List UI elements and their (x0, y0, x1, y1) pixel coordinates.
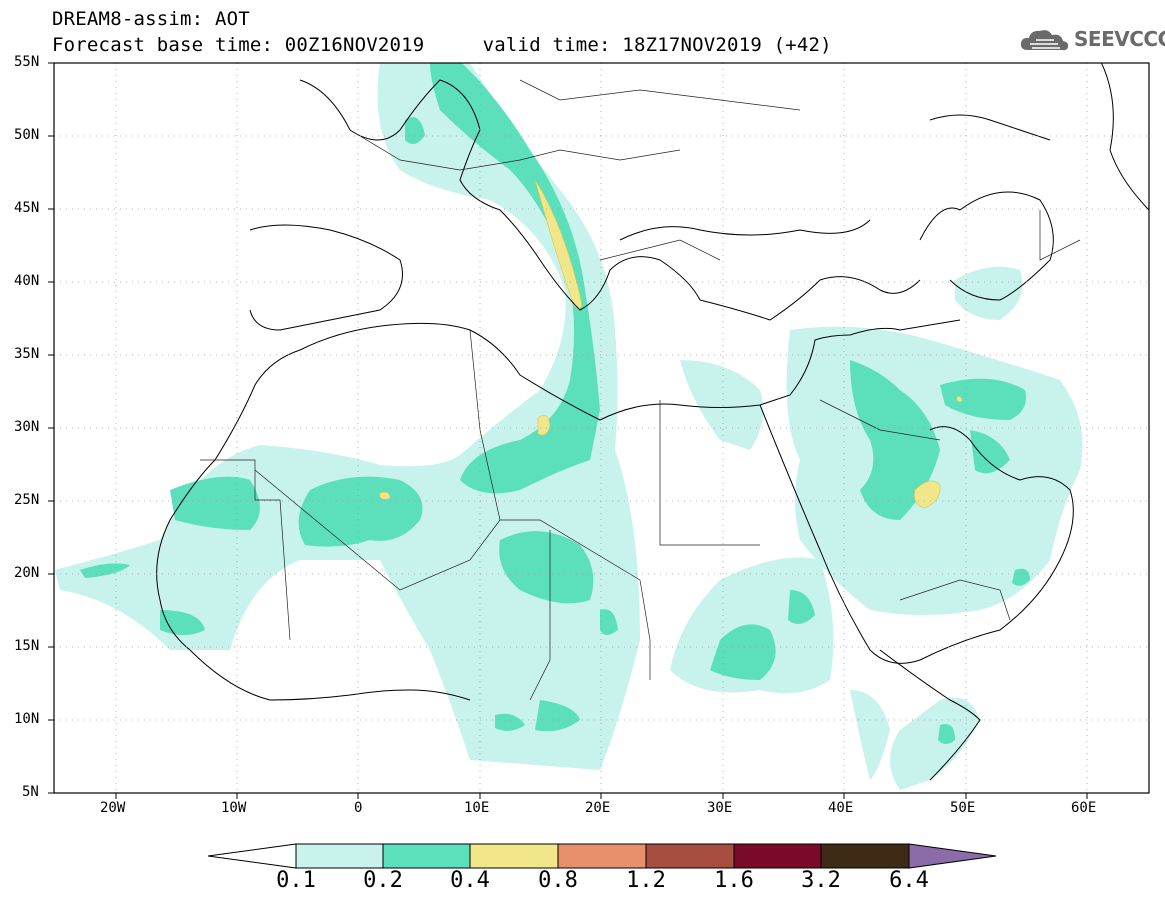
y-tick-label: 15N (14, 638, 40, 654)
colorbar-segment-1 (295, 843, 384, 869)
colorbar-segment-5 (645, 843, 735, 869)
colorbar-label: 1.2 (626, 868, 666, 893)
cloud-logo-icon (1020, 30, 1069, 51)
x-tick-label: 10E (464, 800, 490, 816)
seevccc-logo: SEEVCCC (1018, 24, 1165, 54)
colorbar-segment-4 (557, 843, 647, 869)
x-tick-label: 0 (354, 800, 363, 816)
x-tick-label: 10W (221, 800, 247, 816)
y-tick-label: 55N (14, 54, 40, 70)
title-line-2: Forecast base time: 00Z16NOV2019 valid t… (52, 34, 832, 56)
colorbar-segment-6 (733, 843, 822, 869)
x-tick-label: 50E (950, 800, 976, 816)
colorbar-label: 3.2 (801, 868, 841, 893)
x-tick-label: 60E (1071, 800, 1097, 816)
colorbar (207, 843, 997, 869)
y-tick-label: 40N (14, 273, 40, 289)
x-tick-label: 30E (707, 800, 733, 816)
colorbar-segment-8 (908, 843, 997, 869)
colorbar-segment-2 (382, 843, 471, 869)
y-tick-label: 10N (14, 711, 40, 727)
x-tick-label: 40E (828, 800, 854, 816)
colorbar-label: 0.4 (450, 868, 490, 893)
aot-level-0-4 (379, 179, 963, 509)
y-tick-label: 50N (14, 127, 40, 143)
colorbar-segment-0 (207, 843, 297, 869)
logo-text: SEEVCCC (1074, 27, 1165, 51)
x-tick-label: 20W (100, 800, 126, 816)
aot-level-0-2 (80, 63, 1030, 744)
coastlines (156, 63, 1149, 781)
title-line-1: DREAM8-assim: AOT (52, 8, 250, 30)
y-tick-label: 5N (22, 784, 39, 800)
y-tick-label: 30N (14, 419, 40, 435)
y-tick-label: 20N (14, 565, 40, 581)
y-tick-label: 45N (14, 200, 40, 216)
colorbar-segment-3 (469, 843, 559, 869)
colorbar-label: 0.2 (363, 868, 403, 893)
colorbar-label: 0.1 (276, 868, 316, 893)
aot-field (55, 63, 1083, 790)
grid (54, 63, 1149, 793)
y-tick-label: 25N (14, 492, 40, 508)
axis-ticks (48, 62, 1088, 799)
x-tick-label: 20E (585, 800, 611, 816)
y-tick-label: 35N (14, 346, 40, 362)
colorbar-label: 0.8 (538, 868, 578, 893)
colorbar-segment-7 (820, 843, 910, 869)
colorbar-label: 1.6 (714, 868, 754, 893)
colorbar-label: 6.4 (889, 868, 929, 893)
